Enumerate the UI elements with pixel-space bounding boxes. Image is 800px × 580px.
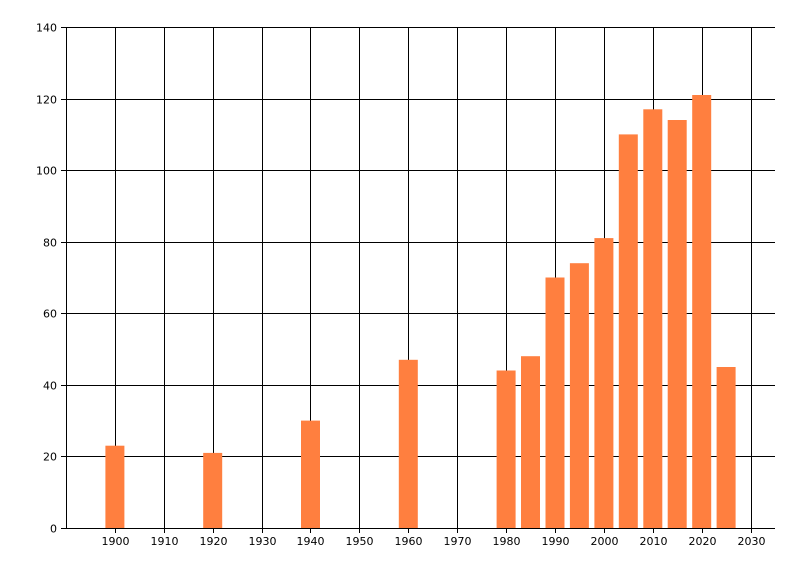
bars: [105, 95, 736, 529]
y-tick-label: 140: [36, 22, 57, 35]
x-tick-label: 1990: [542, 535, 570, 548]
bar: [594, 238, 614, 528]
bar: [496, 370, 516, 528]
x-tick-label: 1930: [249, 535, 277, 548]
x-tick-label: 1900: [102, 535, 130, 548]
x-tick-label: 2030: [738, 535, 766, 548]
x-tick-label: 1980: [493, 535, 521, 548]
y-tick-label: 20: [43, 451, 57, 464]
y-tick-label: 80: [43, 237, 57, 250]
x-tick-label: 1910: [151, 535, 179, 548]
bar: [203, 452, 223, 528]
x-tick-label: 2000: [591, 535, 619, 548]
bar: [618, 134, 638, 528]
x-tick-label: 2020: [689, 535, 717, 548]
bar: [521, 356, 540, 528]
axes: [66, 27, 775, 529]
x-tick-label: 1950: [346, 535, 374, 548]
bar: [545, 277, 565, 528]
x-tick-label: 1940: [297, 535, 325, 548]
bar: [643, 109, 663, 529]
y-tick-label: 120: [36, 94, 57, 107]
x-tick-label: 1970: [444, 535, 472, 548]
x-tick-label: 1960: [395, 535, 423, 548]
bar: [398, 359, 418, 528]
bar: [716, 367, 736, 528]
bar: [569, 263, 589, 528]
bar: [692, 95, 712, 528]
y-tick-label: 60: [43, 308, 57, 321]
x-tick-label: 1920: [200, 535, 228, 548]
y-tick-label: 40: [43, 380, 57, 393]
bar: [105, 445, 125, 528]
y-tick-label: 0: [50, 523, 57, 536]
x-tick-label: 2010: [640, 535, 668, 548]
bar: [301, 420, 320, 528]
y-tick-label: 100: [36, 165, 57, 178]
bar: [667, 120, 687, 528]
x-axis-ticks: 1900 1910 1920 1930 1940 1950 1960 1970 1980 1990…: [102, 528, 766, 548]
y-axis-ticks: 0 20 40 60 80 100 120 140: [36, 22, 66, 536]
